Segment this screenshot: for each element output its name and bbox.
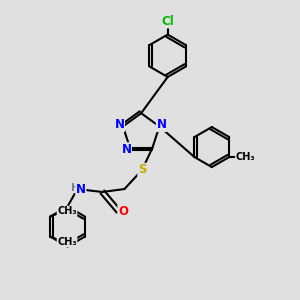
Text: N: N: [156, 118, 167, 131]
Text: N: N: [76, 182, 86, 196]
Text: CH₃: CH₃: [57, 237, 77, 247]
Text: S: S: [138, 164, 146, 176]
Text: H: H: [70, 183, 80, 193]
Text: CH₃: CH₃: [57, 206, 77, 216]
Text: CH₃: CH₃: [236, 152, 255, 162]
Text: Cl: Cl: [161, 15, 174, 28]
Text: O: O: [118, 205, 128, 218]
Text: N: N: [114, 118, 124, 131]
Text: N: N: [122, 143, 131, 156]
